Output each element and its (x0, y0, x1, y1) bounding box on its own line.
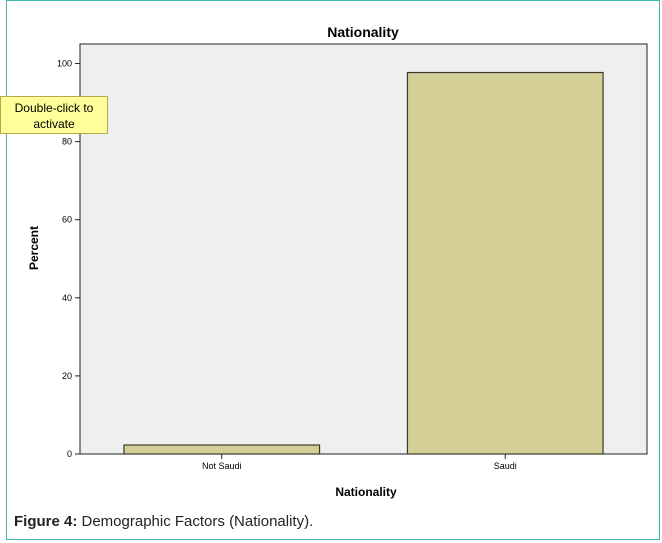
bar (123, 444, 321, 455)
x-tick-label: Not Saudi (202, 461, 242, 471)
chart-title: Nationality (327, 24, 399, 40)
figure-caption: Figure 4: Demographic Factors (Nationali… (14, 513, 313, 530)
y-tick-label: 20 (62, 371, 72, 381)
x-tick-label: Saudi (494, 461, 517, 471)
y-tick-label: 60 (62, 215, 72, 225)
tooltip-line-1: Double-click to (14, 101, 94, 115)
y-tick-label: 40 (62, 293, 72, 303)
y-tick-label: 80 (62, 137, 72, 147)
x-axis-label: Nationality (335, 485, 397, 499)
activate-tooltip[interactable]: Double-click to activate (0, 96, 108, 134)
y-tick-label: 100 (57, 59, 72, 69)
caption-text: Demographic Factors (Nationality). (77, 513, 314, 530)
bar (406, 71, 604, 455)
tooltip-line-2: activate (33, 117, 75, 131)
caption-label: Figure 4: (14, 513, 78, 530)
y-tick-label: 0 (67, 449, 72, 459)
y-axis-label: Percent (27, 226, 41, 270)
